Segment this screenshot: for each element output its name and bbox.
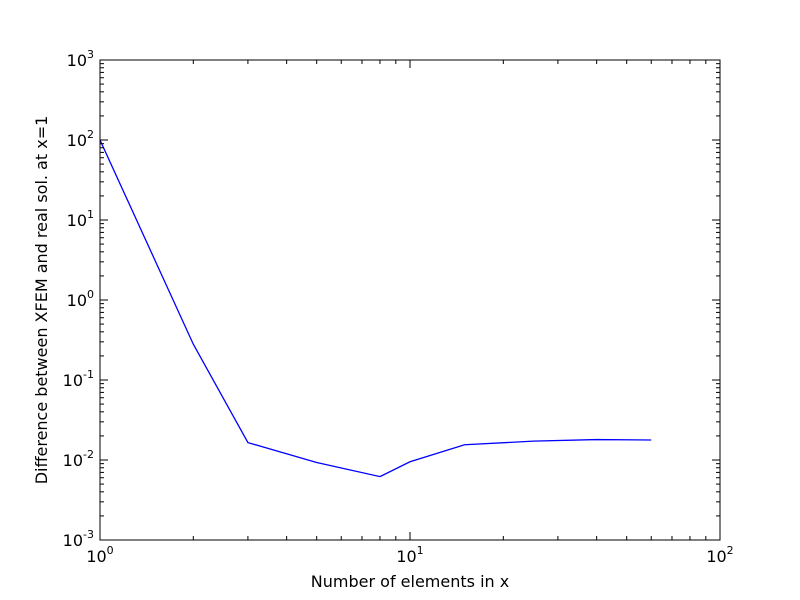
y-tick-label-2-exp: -1	[83, 368, 94, 381]
y-tick-label-0-base: 10	[63, 531, 83, 550]
x-tick-label-0: 10 0	[86, 544, 113, 566]
y-tick-label-6: 10 3	[67, 48, 94, 70]
x-tick-label-0-exp: 0	[107, 544, 114, 557]
x-tick-label-1-exp: 1	[417, 544, 424, 557]
ticks-layer: 10 0 10 1 10 210 -310 -210 -110 010 110 210 3	[63, 48, 734, 566]
x-tick-label-2: 10 2	[706, 544, 733, 566]
x-tick-label-1-base: 10	[396, 547, 416, 566]
y-tick-label-3-exp: 0	[87, 288, 94, 301]
plot-background	[100, 60, 720, 540]
y-tick-label-5-exp: 2	[87, 128, 94, 141]
y-tick-label-1-base: 10	[63, 451, 83, 470]
x-tick-label-2-exp: 2	[727, 544, 734, 557]
y-tick-label-1: 10 -2	[63, 448, 94, 470]
x-tick-label-2-base: 10	[706, 547, 726, 566]
y-tick-label-2-base: 10	[63, 371, 83, 390]
x-axis-label: Number of elements in x	[311, 572, 509, 591]
y-tick-label-6-base: 10	[67, 51, 87, 70]
y-tick-label-0: 10 -3	[63, 528, 94, 550]
y-tick-label-4: 10 1	[67, 208, 94, 230]
y-tick-label-2: 10 -1	[63, 368, 94, 390]
series-line-0	[99, 139, 652, 478]
y-tick-label-1-exp: -2	[83, 448, 94, 461]
y-tick-label-4-base: 10	[67, 211, 87, 230]
x-tick-label-1: 10 1	[396, 544, 423, 566]
y-axis-label: Difference between XFEM and real sol. at…	[32, 116, 51, 485]
y-tick-label-3: 10 0	[67, 288, 94, 310]
y-tick-label-5-base: 10	[67, 131, 87, 150]
y-tick-label-0-exp: -3	[83, 528, 94, 541]
series-layer	[99, 139, 652, 478]
y-tick-label-6-exp: 3	[87, 48, 94, 61]
y-tick-label-4-exp: 1	[87, 208, 94, 221]
x-tick-label-0-base: 10	[86, 547, 106, 566]
y-tick-label-3-base: 10	[67, 291, 87, 310]
y-tick-label-5: 10 2	[67, 128, 94, 150]
